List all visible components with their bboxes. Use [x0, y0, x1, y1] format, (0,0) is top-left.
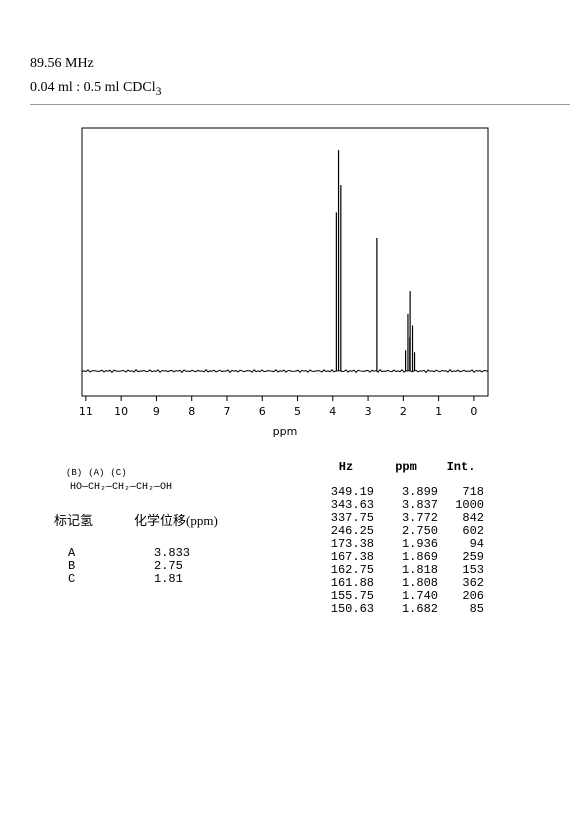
cell: 155.75	[330, 589, 374, 603]
cell: 85	[469, 602, 484, 616]
cell: C	[68, 572, 76, 586]
plot-frame	[81, 127, 489, 397]
structure-label: (B)	[66, 468, 83, 478]
cell: 2.750	[401, 524, 438, 538]
row: 337.75 3.772 842	[318, 512, 484, 525]
row: 150.63 1.682 85	[318, 603, 484, 616]
sample: 0.04 ml : 0.5 ml CDCl3	[30, 80, 161, 98]
header-cell: Hz	[338, 460, 354, 474]
x-tick-label: 8	[188, 405, 195, 418]
cell: 349.19	[330, 485, 374, 499]
structure-label: (C)	[110, 468, 127, 478]
cell: 1.818	[401, 563, 438, 577]
row: 162.75 1.818 153	[318, 564, 484, 577]
x-tick-label: 5	[294, 405, 301, 418]
divider	[30, 104, 570, 105]
cell: 1.740	[401, 589, 438, 603]
x-tick-label: 10	[114, 405, 128, 418]
row: 161.88 1.808 362	[318, 577, 484, 590]
x-axis-label: ppm	[273, 425, 298, 438]
header-cell: Int.	[446, 460, 476, 474]
cell: 3.899	[401, 485, 438, 499]
cell: 3.833	[154, 546, 191, 560]
cell: 1.936	[401, 537, 438, 551]
structure-formula: HO—CH₂—CH₂—CH₂—OH	[70, 482, 173, 493]
header-cell: ppm	[395, 460, 417, 474]
header-row: Hz ppm Int.	[318, 460, 484, 486]
row: 349.19 3.899 718	[318, 486, 484, 499]
structure-label: (A)	[88, 468, 105, 478]
frequency: 89.56 MHz	[30, 56, 94, 71]
assignment-table: 标记氢 化学位移(ppm) A 3.833 B 2.75 C 1.81	[54, 510, 254, 586]
header-cell: 化学位移(ppm)	[134, 513, 218, 528]
cell: 94	[469, 537, 484, 551]
sample-text: 0.04 ml : 0.5 ml CDCl	[30, 80, 156, 95]
header-row: 标记氢 化学位移(ppm)	[54, 510, 254, 547]
row: 246.25 2.750 602	[318, 525, 484, 538]
x-tick-label: 9	[153, 405, 160, 418]
structure-labels: (B) (A) (C)	[66, 468, 133, 478]
cell: 1000	[455, 498, 484, 512]
row: 155.75 1.740 206	[318, 590, 484, 603]
cell: 173.38	[330, 537, 374, 551]
cell: B	[68, 559, 76, 573]
cell: 1.682	[401, 602, 438, 616]
header-cell: 标记氢	[54, 513, 94, 528]
row: C 1.81	[54, 573, 254, 586]
cell: 343.63	[330, 498, 374, 512]
cell: 1.81	[154, 572, 183, 586]
x-tick-label: 1	[435, 405, 442, 418]
row: B 2.75	[54, 560, 254, 573]
x-tick-label: 0	[470, 405, 477, 418]
cell: 337.75	[330, 511, 374, 525]
cell: 206	[462, 589, 484, 603]
row: 167.38 1.869 259	[318, 551, 484, 564]
cell: 150.63	[330, 602, 374, 616]
row: 343.63 3.837 1000	[318, 499, 484, 512]
cell: 602	[462, 524, 484, 538]
cell: A	[68, 546, 76, 560]
cell: 3.772	[401, 511, 438, 525]
baseline	[81, 368, 489, 374]
cell: 1.808	[401, 576, 438, 590]
cell: 167.38	[330, 550, 374, 564]
peak-table: Hz ppm Int. 349.19 3.899 718 343.63 3.837 1000 33…	[318, 460, 484, 616]
cell: 259	[462, 550, 484, 564]
x-tick-label: 11	[79, 405, 93, 418]
x-tick-label: 2	[400, 405, 407, 418]
sample-subscript: 3	[155, 84, 162, 98]
cell: 161.88	[330, 576, 374, 590]
x-tick-label: 6	[259, 405, 266, 418]
x-tick-label: 3	[365, 405, 372, 418]
x-tick-label: 4	[329, 405, 336, 418]
cell: 842	[462, 511, 484, 525]
cell: 153	[462, 563, 484, 577]
row: A 3.833	[54, 547, 254, 560]
cell: 162.75	[330, 563, 374, 577]
x-tick-label: 7	[223, 405, 230, 418]
row: 173.38 1.936 94	[318, 538, 484, 551]
cell: 362	[462, 576, 484, 590]
cell: 246.25	[330, 524, 374, 538]
cell: 718	[462, 485, 484, 499]
cell: 2.75	[154, 559, 183, 573]
cell: 3.837	[401, 498, 438, 512]
cell: 1.869	[401, 550, 438, 564]
